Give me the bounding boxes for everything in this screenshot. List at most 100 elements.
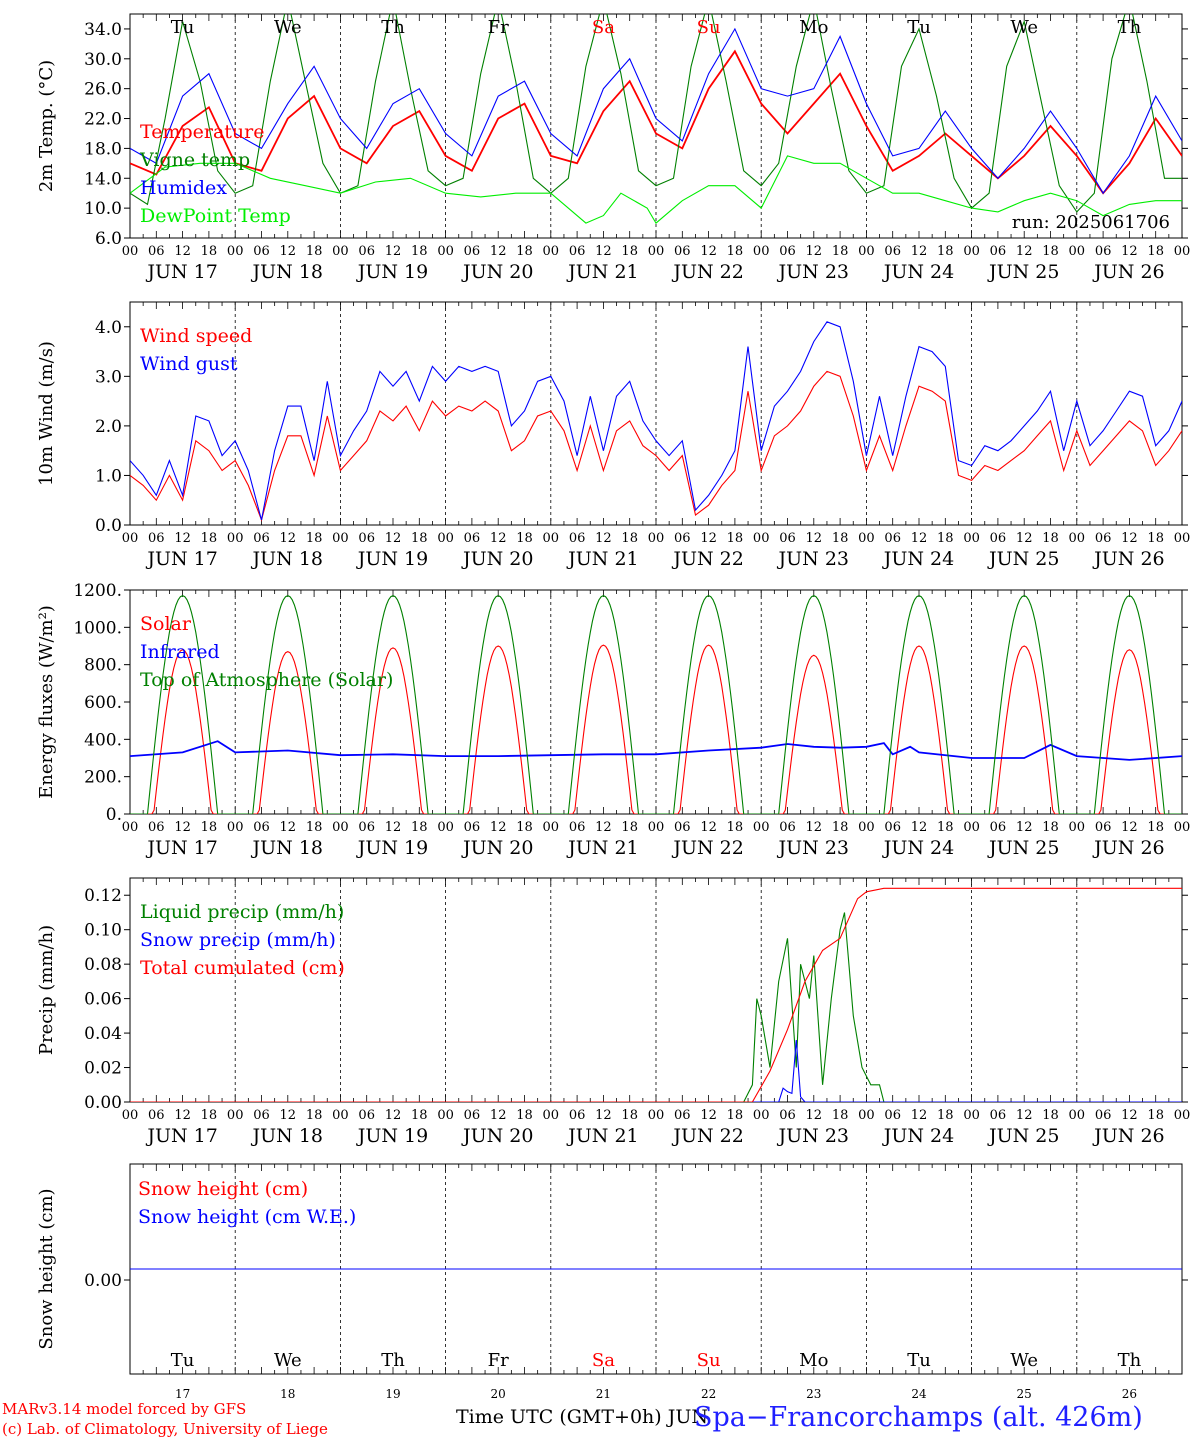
y-tick-label: 34.0 xyxy=(84,20,122,40)
hour-tick-label: 12 xyxy=(700,820,717,835)
hour-tick-label: 06 xyxy=(884,820,901,835)
y-tick-label: 0.10 xyxy=(84,921,122,941)
plot-frame xyxy=(129,301,1183,526)
hour-tick-label: 12 xyxy=(490,820,507,835)
hour-tick-label: 06 xyxy=(779,531,796,546)
chart-panel-3: 0. 200. 400. 600. 800. 1000. 1200. Energy fluxe… xyxy=(36,581,1190,859)
date-label: JUN 23 xyxy=(777,548,849,570)
date-label: JUN 26 xyxy=(1092,548,1164,570)
series-group xyxy=(130,321,1182,522)
y-tick-label: 0. xyxy=(106,805,122,825)
hour-tick-label: 18 xyxy=(937,244,954,259)
date-label: JUN 20 xyxy=(461,548,533,570)
hour-tick-label: 06 xyxy=(148,531,165,546)
day-number-label: 23 xyxy=(806,1387,821,1401)
date-label: JUN 24 xyxy=(882,261,954,283)
hour-tick-label: 18 xyxy=(937,820,954,835)
hour-tick-label: 00 xyxy=(648,820,665,835)
legend-entry: Vigne temp xyxy=(139,149,250,171)
hour-tick-label: 12 xyxy=(700,531,717,546)
y-tick-label: 14.0 xyxy=(84,169,122,189)
hour-tick-label: 00 xyxy=(332,820,349,835)
hour-tick-label: 18 xyxy=(727,1108,744,1123)
hour-tick-label: 00 xyxy=(122,531,139,546)
day-name-label: Tu xyxy=(907,17,931,38)
hour-tick-label: 18 xyxy=(621,1108,638,1123)
hour-tick-label: 00 xyxy=(858,1108,875,1123)
y-axis-title: Energy fluxes (W/m²) xyxy=(36,605,57,799)
hour-tick-label: 18 xyxy=(516,531,533,546)
hour-tick-label: 12 xyxy=(911,820,928,835)
series-line-snow-precip-mm-h- xyxy=(130,1039,1182,1102)
hour-tick-label: 12 xyxy=(806,531,823,546)
hour-tick-label: 18 xyxy=(306,1108,323,1123)
hour-tick-label: 12 xyxy=(385,820,402,835)
y-axis-title: 2m Temp. (°C) xyxy=(36,60,57,192)
hour-tick-label: 06 xyxy=(674,820,691,835)
hour-tick-label: 12 xyxy=(700,244,717,259)
day-name-label: We xyxy=(274,17,302,38)
hour-tick-label: 06 xyxy=(464,244,481,259)
hour-tick-label: 06 xyxy=(884,244,901,259)
hour-tick-label: 06 xyxy=(253,1108,270,1123)
hour-tick-label: 12 xyxy=(595,244,612,259)
date-label: JUN 26 xyxy=(1092,261,1164,283)
date-label: JUN 18 xyxy=(251,548,323,570)
hour-tick-label: 18 xyxy=(1147,244,1164,259)
date-label: JUN 21 xyxy=(566,1125,638,1147)
y-tick-label: 0.08 xyxy=(84,955,122,975)
hour-tick-label: 00 xyxy=(648,531,665,546)
legend-entry: Wind speed xyxy=(140,325,252,347)
hour-tick-label: 18 xyxy=(832,820,849,835)
date-label: JUN 19 xyxy=(356,837,428,859)
hour-tick-label: 06 xyxy=(358,1108,375,1123)
hour-tick-label: 12 xyxy=(280,531,297,546)
day-name-label: Sa xyxy=(592,1350,615,1371)
run-label: run: 2025061706 xyxy=(1012,212,1170,233)
hour-tick-label: 12 xyxy=(174,1108,191,1123)
date-label: JUN 22 xyxy=(671,1125,743,1147)
date-label: JUN 17 xyxy=(145,261,217,283)
y-tick-label: 30.0 xyxy=(84,50,122,70)
chart-panel-5: 0.00 Snow height (cm) Snow height (cm) Snow… xyxy=(36,1163,1188,1401)
y-tick-label: 10.0 xyxy=(84,199,122,219)
series-group xyxy=(130,887,1182,1102)
y-axis-title: Precip (mm/h) xyxy=(36,925,57,1055)
hour-tick-label: 18 xyxy=(1147,1108,1164,1123)
hour-tick-label: 06 xyxy=(990,1108,1007,1123)
day-number-label: 17 xyxy=(175,1387,190,1401)
y-tick-label: 3.0 xyxy=(95,367,122,387)
hour-tick-label: 18 xyxy=(516,820,533,835)
hour-tick-label: 18 xyxy=(411,820,428,835)
hour-tick-label: 00 xyxy=(437,244,454,259)
y-tick-label: 4.0 xyxy=(95,318,122,338)
hour-tick-label: 06 xyxy=(358,531,375,546)
hour-tick-label: 00 xyxy=(543,244,560,259)
y-tick-label: 800. xyxy=(84,656,122,676)
hour-tick-label: 18 xyxy=(1042,531,1059,546)
hour-tick-label: 12 xyxy=(700,1108,717,1123)
y-tick-label: 0.0 xyxy=(95,516,122,536)
day-number-label: 18 xyxy=(280,1387,295,1401)
date-label: JUN 18 xyxy=(251,837,323,859)
y-axis-title: Snow height (cm) xyxy=(36,1188,57,1349)
hour-tick-label: 12 xyxy=(1121,820,1138,835)
series-line-vigne-temp xyxy=(130,14,1182,213)
legend-entry: Solar xyxy=(140,613,192,635)
hour-tick-label: 18 xyxy=(832,1108,849,1123)
hour-tick-label: 06 xyxy=(358,244,375,259)
date-label: JUN 26 xyxy=(1092,837,1164,859)
y-tick-label: 0.06 xyxy=(84,990,122,1010)
hour-tick-label: 18 xyxy=(1147,531,1164,546)
day-number-label: 21 xyxy=(596,1387,611,1401)
day-name-label: We xyxy=(1010,17,1038,38)
hour-tick-label: 18 xyxy=(937,1108,954,1123)
hour-tick-label: 18 xyxy=(832,244,849,259)
legend-entry: Snow height (cm) xyxy=(138,1178,308,1200)
hour-tick-label: 06 xyxy=(569,820,586,835)
hour-tick-label: 06 xyxy=(1095,531,1112,546)
hour-tick-label: 12 xyxy=(385,1108,402,1123)
day-number-label: 25 xyxy=(1017,1387,1032,1401)
hour-tick-label: 00 xyxy=(437,1108,454,1123)
